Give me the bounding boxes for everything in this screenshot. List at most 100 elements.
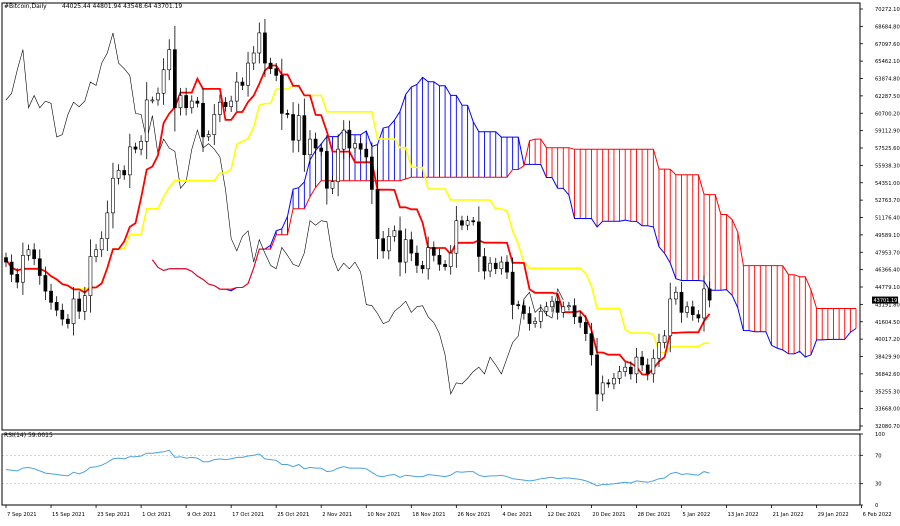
candle-body	[195, 100, 200, 104]
candle-body	[690, 306, 695, 315]
y-tick-label: 40017.20	[875, 337, 900, 343]
candle-body	[330, 181, 335, 189]
candle-body	[347, 129, 352, 149]
candle-body	[471, 220, 476, 223]
candle-body	[156, 92, 160, 101]
candle-body	[370, 156, 374, 190]
candle-body	[240, 81, 245, 86]
ichimoku-cloud	[151, 76, 857, 358]
x-tick-label: 2 Nov 2021	[322, 512, 352, 518]
x-tick-label: 9 Oct 2021	[187, 512, 216, 518]
x-tick-label: 12 Dec 2021	[547, 512, 580, 518]
y-tick-label: 51176.40	[875, 216, 900, 222]
candle-body	[583, 322, 588, 334]
x-tick-label: 4 Dec 2021	[502, 512, 532, 518]
candle-body	[510, 271, 515, 305]
y-tick-label: 43191.80	[875, 302, 900, 308]
candle-body	[268, 62, 273, 69]
candle-body	[15, 274, 20, 283]
candle-body	[538, 310, 543, 322]
candle-body	[420, 265, 425, 270]
rsi-plot-frame	[1, 433, 861, 506]
candle-body	[589, 333, 594, 356]
candle-body	[279, 75, 284, 114]
last-price-label: 43701.19	[874, 298, 898, 304]
x-tick-label: 28 Dec 2021	[637, 512, 670, 518]
x-tick-label: 13 Jan 2022	[728, 512, 759, 518]
candle-body	[533, 321, 537, 324]
y-tick-label: 46366.40	[875, 268, 900, 274]
candle-body	[66, 318, 70, 324]
candle-body	[685, 306, 689, 313]
candle-body	[679, 291, 684, 313]
x-tick-label: 17 Oct 2021	[232, 512, 264, 518]
candle-body	[381, 238, 386, 252]
candle-body	[313, 138, 318, 149]
candle-body	[398, 230, 402, 263]
candle-body	[488, 262, 492, 272]
candle-body	[640, 356, 644, 366]
candle-body	[392, 230, 397, 237]
candle-body	[555, 300, 560, 313]
candle-body	[133, 146, 138, 150]
main-plot-frame	[1, 2, 861, 431]
candle-body	[454, 220, 459, 254]
candle-body	[139, 141, 143, 150]
candle-body	[460, 220, 464, 226]
candle-body	[4, 257, 8, 263]
candle-body	[668, 298, 673, 337]
candle-body	[234, 81, 239, 102]
candle-body	[651, 357, 656, 375]
candle-body	[426, 247, 431, 270]
chikou-span-line	[5, 32, 564, 395]
candle-body	[358, 143, 363, 150]
candle-body	[336, 148, 340, 182]
candle-body	[82, 295, 87, 312]
candle-body	[645, 364, 650, 375]
rsi-line	[5, 449, 710, 487]
candle-body	[178, 95, 183, 109]
candle-body	[229, 100, 234, 107]
candle-body	[37, 258, 42, 276]
y-tick-label: 52763.70	[875, 198, 900, 204]
candle-body	[561, 306, 566, 313]
y-tick-label: 41604.50	[875, 320, 900, 326]
candle-body	[99, 238, 104, 251]
candle-body	[505, 261, 509, 273]
y-tick-label: 65462.10	[875, 59, 900, 65]
candle-body	[493, 262, 498, 270]
candlesticks	[4, 18, 712, 412]
candle-body	[567, 305, 571, 308]
candle-body	[263, 32, 267, 64]
candle-body	[60, 309, 65, 320]
x-tick-label: 7 Sep 2021	[7, 512, 37, 518]
candle-body	[544, 306, 549, 312]
candle-body	[201, 103, 205, 138]
candle-body	[516, 304, 521, 306]
x-tick-label: 21 Jan 2022	[773, 512, 804, 518]
candle-body	[674, 291, 678, 300]
candle-body	[617, 371, 622, 379]
y-tick-label: 67097.60	[875, 42, 900, 48]
x-tick-label: 1 Oct 2021	[142, 512, 171, 518]
candle-body	[302, 115, 307, 156]
candle-body	[600, 382, 605, 395]
y-tick-label: 36842.60	[875, 372, 900, 378]
x-tick-label: 15 Sep 2021	[52, 512, 85, 518]
rsi-tick-label: 100	[875, 432, 885, 438]
candle-body	[9, 261, 14, 275]
rsi-tick-label: 70	[875, 453, 882, 459]
candle-body	[443, 264, 447, 267]
candle-body	[476, 221, 481, 257]
y-tick-label: 70272.10	[875, 7, 900, 13]
senkou-span-a-line	[151, 76, 857, 358]
candle-body	[71, 298, 76, 324]
axes: 70272.10 68684.80 67097.60 65462.10 63874.80…	[1, 2, 900, 518]
candle-body	[116, 170, 121, 179]
last-price-tag	[872, 296, 898, 304]
candle-body	[257, 32, 262, 54]
candle-body	[246, 62, 250, 86]
x-tick-label: 26 Nov 2021	[457, 512, 490, 518]
candle-body	[32, 249, 36, 260]
